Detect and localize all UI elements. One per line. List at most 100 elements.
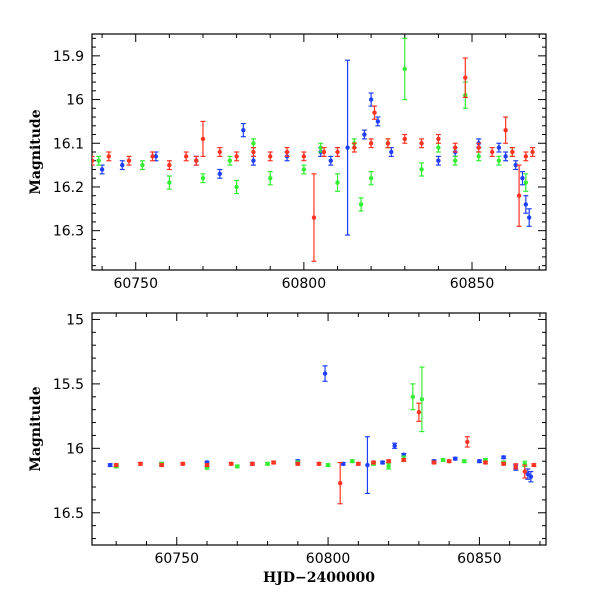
data-point (402, 136, 407, 142)
data-point (328, 158, 333, 163)
data-point (416, 410, 422, 415)
data-point (436, 136, 441, 142)
data-point (392, 443, 397, 448)
y-tick-label: 15.5 (53, 377, 84, 393)
data-point (227, 158, 233, 163)
data-point (356, 461, 361, 466)
x-tick-label: 60850 (457, 551, 502, 567)
data-point (453, 158, 458, 163)
data-point (465, 439, 470, 445)
data-point (446, 459, 452, 464)
y-tick-label: 16.1 (53, 136, 84, 152)
data-point (431, 460, 437, 465)
data-point (229, 461, 234, 466)
x-tick-label: 60750 (113, 276, 158, 292)
data-point (126, 158, 132, 163)
data-point (372, 110, 377, 115)
data-point (265, 461, 270, 466)
data-point (477, 459, 482, 464)
data-point (440, 457, 446, 463)
data-point (159, 462, 164, 468)
data-point (183, 154, 189, 159)
data-point (322, 371, 328, 376)
data-point (380, 460, 385, 465)
data-point (436, 145, 441, 150)
x-axis-label: HJD−2400000 (263, 570, 375, 586)
data-point (153, 154, 159, 159)
y-tick-label: 16.2 (53, 180, 84, 196)
data-point (453, 456, 458, 461)
data-point (345, 145, 350, 150)
data-point (180, 461, 185, 466)
data-point (352, 145, 357, 150)
data-point (419, 167, 424, 172)
top-y-axis-label: Magnitude (28, 109, 44, 194)
data-point (476, 145, 481, 150)
data-point (489, 149, 495, 155)
data-point (316, 461, 322, 466)
data-point (375, 119, 381, 124)
data-point (523, 202, 529, 207)
y-tick-label: 16 (66, 93, 84, 109)
data-point (368, 141, 374, 146)
data-point (419, 397, 425, 402)
bottom-plot-frame (91, 312, 547, 546)
data-point (318, 145, 323, 150)
data-point (476, 154, 481, 159)
data-point (167, 162, 172, 168)
data-point (271, 460, 276, 465)
data-point (526, 215, 532, 220)
x-tick-label: 60850 (450, 276, 495, 292)
data-point (337, 480, 343, 486)
y-tick-label: 15.9 (53, 49, 84, 65)
data-layer (107, 365, 537, 505)
data-point (92, 158, 95, 163)
data-point (268, 176, 273, 181)
data-point (463, 75, 468, 80)
series-green (96, 37, 529, 212)
data-point (335, 149, 340, 155)
data-point (167, 180, 172, 185)
series-blue (107, 365, 534, 495)
data-point (217, 149, 222, 155)
data-point (523, 180, 529, 185)
bottom-panel: Magnitude HJD−2400000 60750 60800 60850 15 1… (28, 312, 547, 586)
data-point (368, 176, 374, 181)
data-point (516, 193, 522, 198)
data-point (483, 460, 488, 465)
data-point (462, 459, 467, 464)
data-point (368, 97, 374, 102)
data-point (522, 469, 528, 474)
data-point (386, 464, 391, 469)
data-point (250, 461, 255, 466)
data-point (402, 66, 407, 72)
data-point (371, 460, 376, 465)
data-point (496, 145, 502, 150)
y-tick-label: 16.5 (53, 506, 84, 522)
data-point (204, 462, 210, 468)
bottom-y-axis-label: Magnitude (28, 386, 44, 471)
data-point (496, 158, 502, 163)
data-point (251, 158, 256, 163)
data-point (453, 145, 458, 150)
data-point (251, 141, 256, 146)
data-point (365, 462, 370, 468)
data-point (528, 474, 534, 479)
data-point (385, 141, 391, 146)
data-point (513, 464, 518, 469)
data-point (251, 149, 256, 155)
data-point (503, 154, 508, 159)
data-point (150, 154, 155, 159)
data-point (325, 462, 331, 468)
data-point (200, 176, 206, 181)
data-point (358, 202, 364, 207)
data-point (350, 459, 355, 464)
data-point (386, 459, 391, 464)
x-tick-label: 60750 (154, 551, 199, 567)
x-tick-label: 60800 (282, 276, 327, 292)
data-point (295, 461, 301, 466)
data-point (321, 149, 327, 155)
data-point (194, 158, 199, 163)
data-point (389, 149, 394, 155)
data-point (410, 394, 416, 399)
